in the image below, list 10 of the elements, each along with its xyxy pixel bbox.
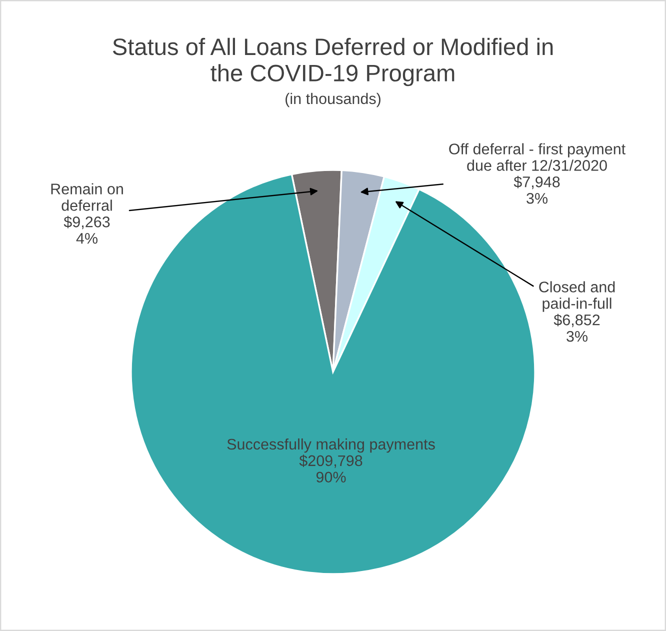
slice-label: Remain on deferral [51,183,123,211]
data-label: $7,948 3% [514,176,560,204]
slice-label: Closed and paid-in-full [539,281,615,312]
data-label: $6,852 3% [554,314,600,342]
slice-label: Off deferral - first payment due after 12/31/2020 [449,143,626,171]
data-label: $209,798 90% [299,454,362,483]
chart-subtitle: (in thousands) [286,92,380,108]
slice-label: Successfully making payments [227,438,435,453]
data-label: $9,263 4% [64,216,110,244]
chart-title: Status of All Loans Deferred or Modified in the COVID-19 Program [112,38,553,86]
